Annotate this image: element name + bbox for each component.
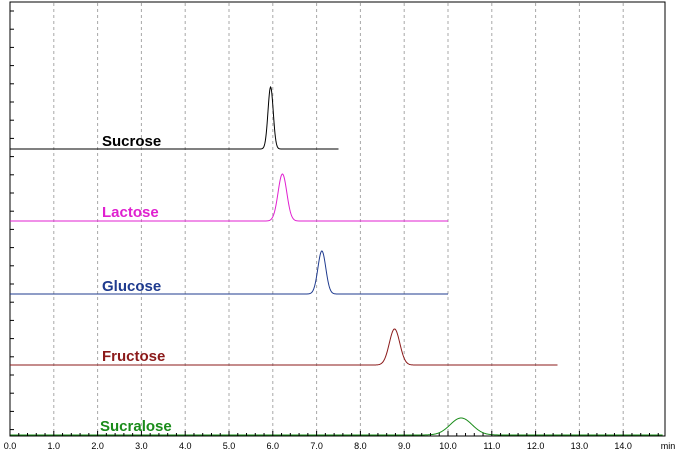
trace-label-sucralose: Sucralose	[100, 418, 172, 435]
trace-sucrose	[10, 85, 339, 150]
x-axis-ticks: 0.0 1.0 2.0 3.0 4.0 5.0 6.0 7.0 8.0 9.0 10.0 11.0 12…	[4, 431, 676, 451]
trace-label-fructose: Fructose	[102, 348, 165, 365]
x-tick-label: 13.0	[571, 441, 589, 451]
x-tick-label: 1.0	[48, 441, 61, 451]
x-tick-label: 3.0	[135, 441, 148, 451]
x-axis-unit: min	[661, 441, 676, 451]
trace-labels: Sucrose Lactose Glucose Fructose Sucralose	[100, 133, 172, 435]
trace-sucralose	[10, 417, 663, 436]
grid-lines	[53, 3, 624, 435]
x-tick-label: 8.0	[354, 441, 367, 451]
trace-group	[10, 85, 663, 436]
x-tick-label: 7.0	[310, 441, 323, 451]
trace-fructose	[10, 328, 558, 366]
y-axis-ticks	[10, 10, 14, 431]
x-tick-label: 14.0	[614, 441, 632, 451]
trace-glucose	[10, 250, 448, 295]
trace-label-lactose: Lactose	[102, 204, 159, 221]
trace-label-glucose: Glucose	[102, 278, 161, 295]
plot-frame	[9, 1, 666, 437]
trace-label-sucrose: Sucrose	[102, 133, 161, 150]
trace-lactose	[10, 173, 448, 222]
x-tick-label: 2.0	[91, 441, 104, 451]
x-tick-label: 12.0	[527, 441, 545, 451]
x-tick-label: 10.0	[439, 441, 457, 451]
x-tick-label: 0.0	[4, 441, 17, 451]
x-tick-label: 9.0	[398, 441, 411, 451]
x-tick-label: 4.0	[179, 441, 192, 451]
x-tick-label: 11.0	[483, 441, 500, 451]
x-tick-label: 5.0	[223, 441, 236, 451]
x-tick-label: 6.0	[267, 441, 280, 451]
